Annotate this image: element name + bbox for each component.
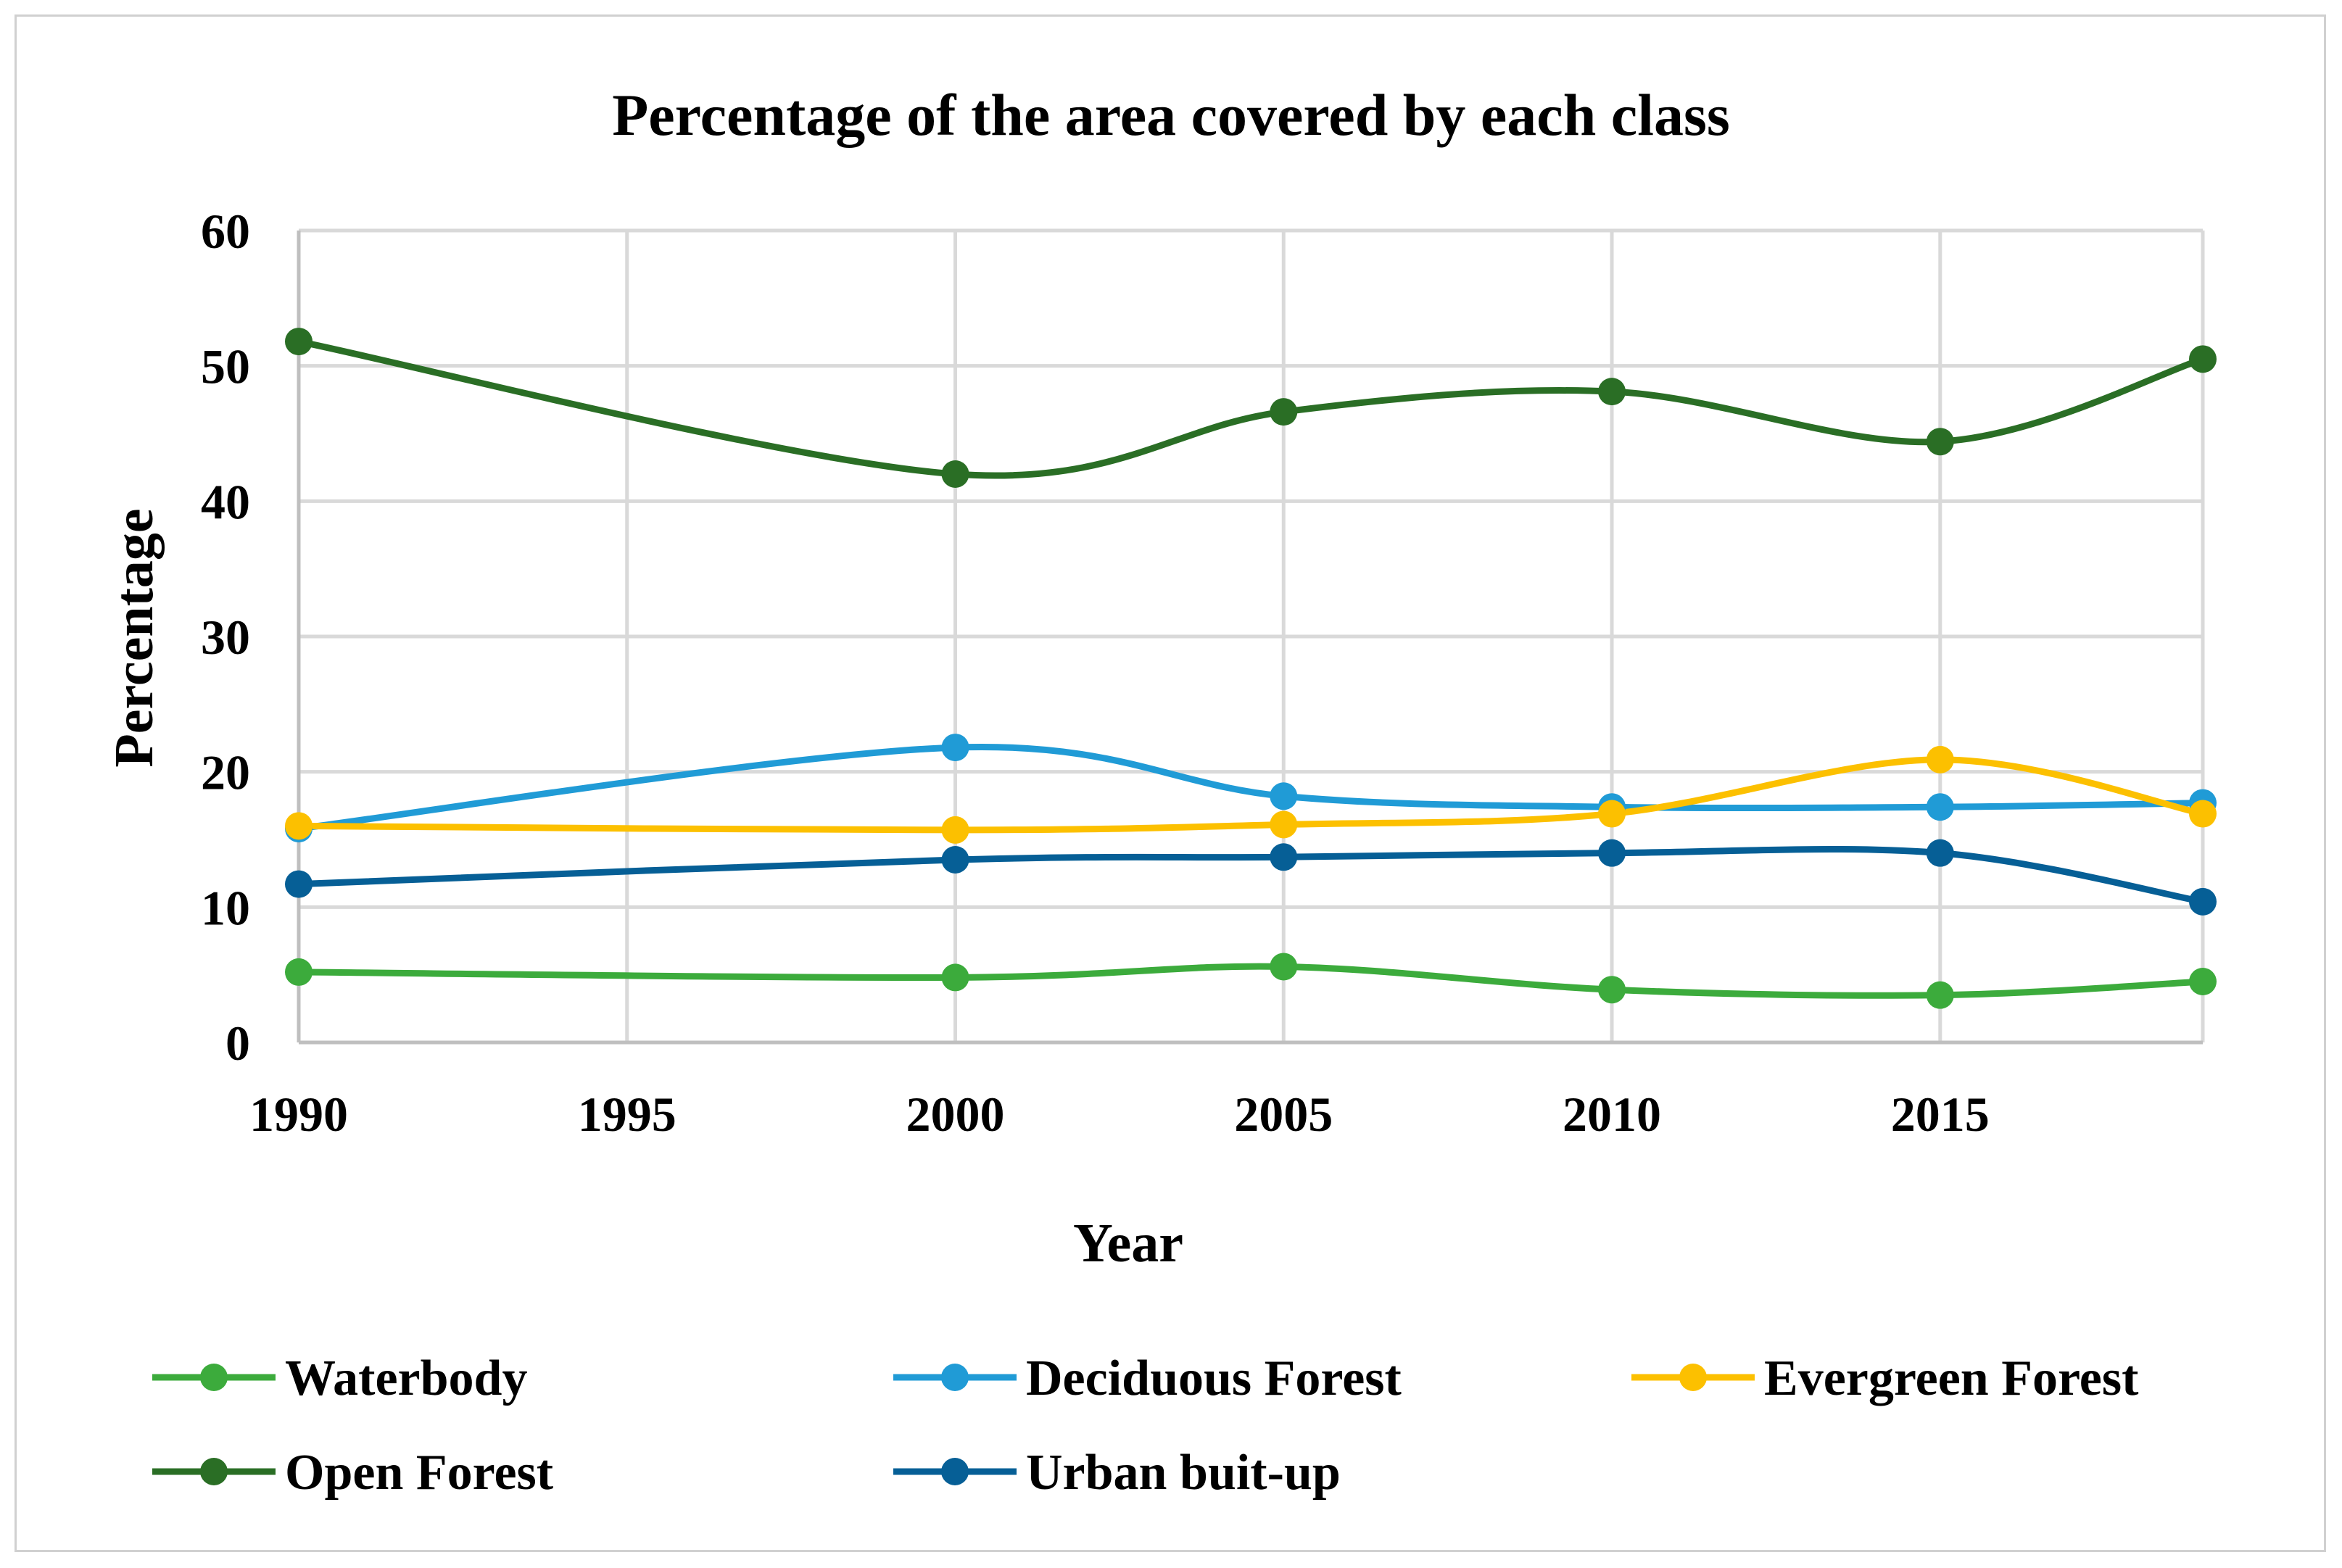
legend-swatch-marker — [941, 1458, 969, 1485]
data-point-urban-buit-up — [2189, 887, 2217, 916]
data-point-waterbody — [2189, 968, 2217, 995]
series-lines — [295, 338, 2206, 999]
x-tick-label: 2000 — [906, 1087, 1005, 1142]
data-point-open-forest — [1926, 428, 1954, 456]
legend-label: Open Forest — [285, 1445, 553, 1501]
data-point-evergreen-forest — [1598, 800, 1626, 828]
x-tick-label: 2005 — [1234, 1087, 1333, 1142]
data-point-waterbody — [285, 958, 313, 986]
x-axis-title: Year — [1073, 1213, 1183, 1274]
data-point-urban-buit-up — [285, 870, 313, 898]
legend-item-urban-buit-up: Urban buit-up — [893, 1445, 1341, 1501]
y-tick-label: 30 — [201, 610, 250, 665]
data-point-open-forest — [2189, 345, 2217, 373]
legend-swatch-marker — [941, 1364, 969, 1391]
x-axis-ticks: 1990 1995 2000 2005 2010 2015 — [249, 1087, 1990, 1142]
legend-item-waterbody: Waterbody — [152, 1351, 527, 1406]
data-point-deciduous-forest — [1926, 793, 1954, 821]
x-tick-label: 1990 — [249, 1087, 348, 1142]
data-point-deciduous-forest — [1270, 782, 1298, 810]
y-tick-label: 40 — [201, 474, 250, 529]
y-tick-label: 10 — [201, 880, 250, 935]
data-point-urban-buit-up — [941, 846, 969, 874]
data-point-open-forest — [941, 460, 969, 488]
legend-label: Waterbody — [285, 1351, 527, 1406]
data-point-open-forest — [285, 328, 313, 356]
data-point-urban-buit-up — [1926, 839, 1954, 867]
legend-swatch-marker — [200, 1364, 228, 1391]
y-tick-label: 0 — [225, 1016, 250, 1071]
legend-swatch-marker — [1679, 1364, 1707, 1391]
data-point-urban-buit-up — [1598, 839, 1626, 867]
legend: Waterbody Deciduous Forest Evergreen Fores… — [152, 1351, 2138, 1501]
legend-label: Urban buit-up — [1026, 1445, 1341, 1501]
chart-title: Percentage of the area covered by each c… — [612, 82, 1730, 148]
data-point-deciduous-forest — [941, 734, 969, 762]
x-tick-label: 1995 — [578, 1087, 676, 1142]
legend-swatch-marker — [200, 1458, 228, 1485]
legend-item-evergreen-forest: Evergreen Forest — [1631, 1351, 2138, 1406]
data-point-open-forest — [1270, 398, 1298, 426]
data-point-open-forest — [1598, 378, 1626, 406]
legend-item-deciduous-forest: Deciduous Forest — [893, 1351, 1402, 1406]
legend-label: Evergreen Forest — [1764, 1351, 2138, 1406]
data-point-evergreen-forest — [2189, 800, 2217, 828]
data-point-waterbody — [941, 963, 969, 992]
legend-label: Deciduous Forest — [1026, 1351, 1402, 1406]
series-line-urban-buit-up — [295, 845, 2206, 905]
series-line-waterbody — [295, 963, 2206, 999]
data-point-waterbody — [1598, 976, 1626, 1004]
series-markers — [285, 328, 2217, 1009]
gridlines — [299, 228, 2205, 1042]
x-tick-label: 2010 — [1563, 1087, 1661, 1142]
y-tick-label: 20 — [201, 745, 250, 800]
data-point-evergreen-forest — [1926, 745, 1954, 773]
axes — [297, 231, 2203, 1045]
x-tick-label: 2015 — [1891, 1087, 1990, 1142]
y-tick-label: 50 — [201, 339, 250, 394]
data-point-evergreen-forest — [285, 812, 313, 840]
data-point-waterbody — [1270, 953, 1298, 981]
y-tick-label: 60 — [201, 204, 250, 259]
y-axis-title: Percentage — [104, 508, 165, 767]
data-point-urban-buit-up — [1270, 843, 1298, 871]
legend-item-open-forest: Open Forest — [152, 1445, 553, 1501]
data-point-evergreen-forest — [1270, 810, 1298, 839]
y-axis-ticks: 0 10 20 30 40 50 60 — [201, 204, 250, 1071]
data-point-waterbody — [1926, 981, 1954, 1009]
data-point-evergreen-forest — [941, 816, 969, 844]
series-line-open-forest — [295, 338, 2206, 479]
